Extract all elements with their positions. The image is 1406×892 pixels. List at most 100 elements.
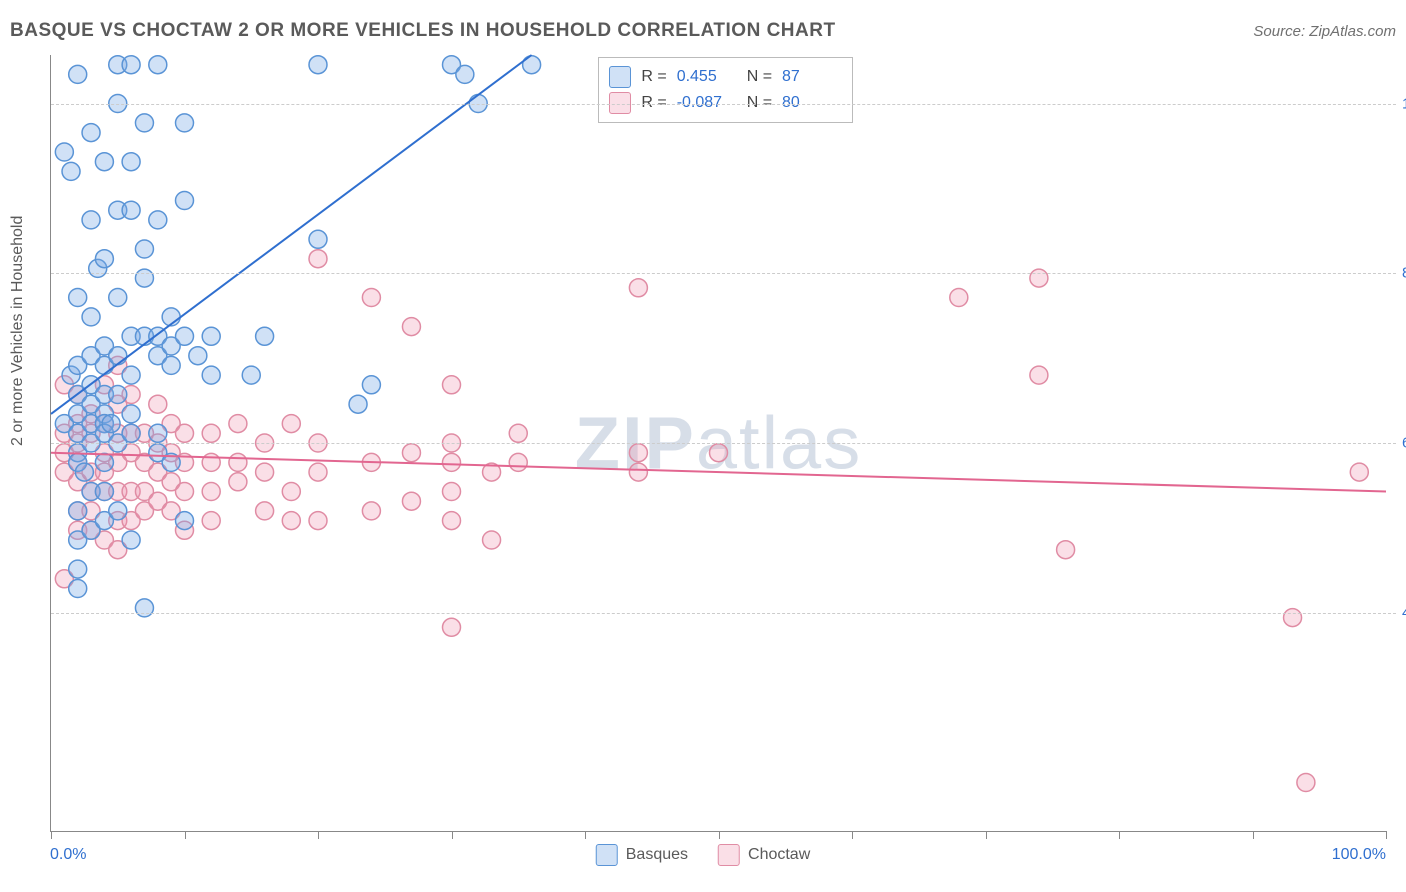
- scatter-point: [69, 560, 87, 578]
- scatter-point: [122, 153, 140, 171]
- scatter-point: [176, 327, 194, 345]
- scatter-point: [135, 114, 153, 132]
- scatter-point: [176, 483, 194, 501]
- x-tick: [185, 831, 186, 839]
- y-tick-label: 65.0%: [1396, 435, 1406, 452]
- scatter-point: [710, 444, 728, 462]
- scatter-point: [229, 453, 247, 471]
- scatter-point: [362, 289, 380, 307]
- legend-label: Choctaw: [748, 846, 810, 864]
- scatter-point: [229, 415, 247, 433]
- scatter-point: [402, 318, 420, 336]
- x-tick: [452, 831, 453, 839]
- scatter-point: [309, 512, 327, 530]
- y-tick-label: 100.0%: [1396, 95, 1406, 112]
- x-axis-min-label: 0.0%: [50, 846, 86, 864]
- scatter-point: [75, 463, 93, 481]
- scatter-point: [135, 240, 153, 258]
- scatter-point: [149, 424, 167, 442]
- gridline: [51, 443, 1396, 444]
- scatter-point: [82, 124, 100, 142]
- stats-n-label: N =: [747, 68, 772, 86]
- scatter-point: [509, 424, 527, 442]
- scatter-point: [95, 483, 113, 501]
- scatter-point: [443, 618, 461, 636]
- scatter-point: [402, 492, 420, 510]
- y-axis-label: 2 or more Vehicles in Household: [9, 216, 27, 446]
- y-tick-label: 47.5%: [1396, 604, 1406, 621]
- x-axis-max-label: 100.0%: [1332, 846, 1386, 864]
- scatter-point: [443, 512, 461, 530]
- chart-area: ZIPatlas R =0.455N =87R =-0.087N =80 47.…: [50, 55, 1386, 832]
- scatter-point: [135, 269, 153, 287]
- scatter-point: [1350, 463, 1368, 481]
- scatter-point: [349, 395, 367, 413]
- stats-n-value: 87: [782, 68, 842, 86]
- stats-row: R = 0.455 N = 87: [609, 64, 842, 90]
- scatter-point: [135, 599, 153, 617]
- scatter-point: [629, 463, 647, 481]
- scatter-point: [483, 531, 501, 549]
- scatter-point: [202, 453, 220, 471]
- scatter-point: [1297, 774, 1315, 792]
- scatter-point: [282, 512, 300, 530]
- scatter-point: [256, 502, 274, 520]
- scatter-point: [62, 162, 80, 180]
- scatter-point: [309, 56, 327, 74]
- scatter-point: [176, 192, 194, 210]
- y-tick-label: 82.5%: [1396, 265, 1406, 282]
- scatter-point: [69, 580, 87, 598]
- scatter-point: [523, 56, 541, 74]
- scatter-point: [69, 289, 87, 307]
- scatter-point: [122, 201, 140, 219]
- gridline: [51, 613, 1396, 614]
- scatter-point: [202, 327, 220, 345]
- legend-swatch: [596, 844, 618, 866]
- x-tick: [585, 831, 586, 839]
- x-tick: [1253, 831, 1254, 839]
- legend-item: Choctaw: [718, 844, 810, 866]
- scatter-point: [122, 366, 140, 384]
- scatter-point: [509, 453, 527, 471]
- chart-title: BASQUE VS CHOCTAW 2 OR MORE VEHICLES IN …: [10, 20, 836, 42]
- scatter-point: [122, 405, 140, 423]
- scatter-point: [282, 483, 300, 501]
- scatter-point: [309, 230, 327, 248]
- plot-area: ZIPatlas R =0.455N =87R =-0.087N =80 47.…: [51, 55, 1386, 831]
- bottom-legend: Basques Choctaw: [596, 844, 811, 866]
- scatter-point: [95, 153, 113, 171]
- scatter-point: [362, 502, 380, 520]
- gridline: [51, 273, 1396, 274]
- scatter-point: [55, 143, 73, 161]
- x-tick: [51, 831, 52, 839]
- scatter-point: [69, 502, 87, 520]
- scatter-point: [1030, 366, 1048, 384]
- stats-r-value: 0.455: [677, 68, 737, 86]
- scatter-point: [309, 463, 327, 481]
- source-prefix: Source:: [1253, 23, 1309, 40]
- legend-label: Basques: [626, 846, 688, 864]
- source-name: ZipAtlas.com: [1309, 23, 1396, 40]
- x-tick: [986, 831, 987, 839]
- scatter-point: [82, 211, 100, 229]
- scatter-point: [443, 483, 461, 501]
- scatter-point: [95, 250, 113, 268]
- scatter-point: [109, 347, 127, 365]
- scatter-point: [109, 502, 127, 520]
- chart-source: Source: ZipAtlas.com: [1253, 23, 1396, 40]
- scatter-point: [102, 415, 120, 433]
- scatter-point: [82, 308, 100, 326]
- scatter-point: [443, 376, 461, 394]
- scatter-point: [176, 512, 194, 530]
- chart-header: BASQUE VS CHOCTAW 2 OR MORE VEHICLES IN …: [10, 20, 1396, 42]
- stats-legend-box: R =0.455N =87R =-0.087N =80: [598, 57, 853, 123]
- scatter-point: [149, 56, 167, 74]
- scatter-point: [162, 356, 180, 374]
- gridline: [51, 104, 1396, 105]
- scatter-point: [122, 424, 140, 442]
- scatter-point: [629, 279, 647, 297]
- scatter-point: [629, 444, 647, 462]
- scatter-point: [176, 114, 194, 132]
- scatter-point: [950, 289, 968, 307]
- stats-r-label: R =: [641, 68, 666, 86]
